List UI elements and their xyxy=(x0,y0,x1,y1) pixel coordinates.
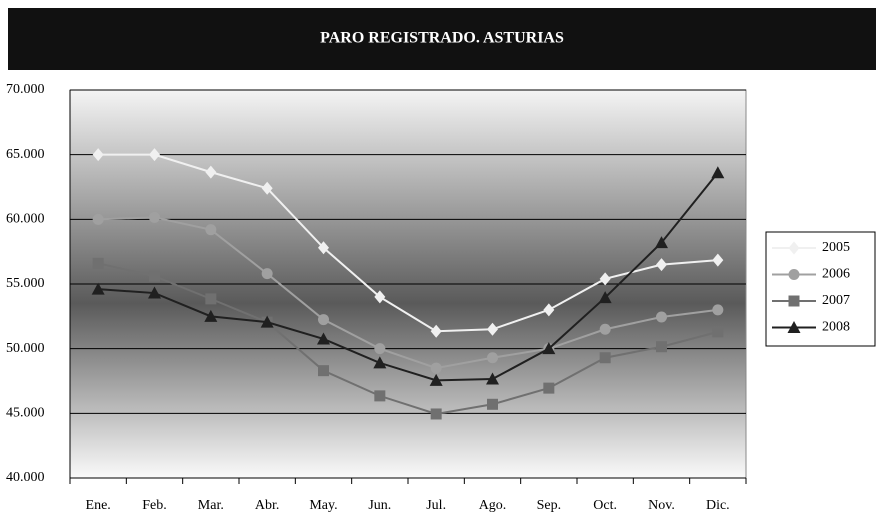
x-tick-label: Abr. xyxy=(255,498,280,513)
marker xyxy=(148,286,161,299)
legend-label: 2008 xyxy=(822,320,850,335)
marker xyxy=(487,352,498,364)
marker xyxy=(543,303,555,317)
series-line xyxy=(97,262,719,416)
x-tick-label: Dic. xyxy=(706,498,730,513)
y-tick-label: 45.000 xyxy=(6,406,45,421)
marker xyxy=(543,382,555,394)
x-tick-label: Feb. xyxy=(142,498,167,513)
marker xyxy=(374,343,386,355)
marker xyxy=(656,311,667,323)
marker xyxy=(711,166,725,179)
y-tick-label: 40.000 xyxy=(6,470,45,485)
legend-label: 2005 xyxy=(822,240,850,255)
marker xyxy=(149,148,160,162)
y-tick-label: 70.000 xyxy=(6,82,45,97)
marker xyxy=(261,268,273,280)
legend xyxy=(765,231,876,347)
marker xyxy=(373,356,387,369)
marker xyxy=(92,148,104,162)
marker xyxy=(599,352,611,364)
marker xyxy=(788,241,800,255)
y-tick-label: 55.000 xyxy=(6,276,45,291)
series-line xyxy=(98,153,718,333)
marker xyxy=(374,390,386,402)
marker xyxy=(205,165,217,179)
marker xyxy=(318,365,329,377)
y-tick-label: 65.000 xyxy=(6,147,45,162)
marker xyxy=(430,362,442,374)
legend-label: 2007 xyxy=(822,293,850,308)
marker xyxy=(318,314,329,326)
marker xyxy=(655,236,668,249)
marker xyxy=(712,304,724,316)
marker xyxy=(91,282,105,295)
marker xyxy=(599,272,611,286)
marker xyxy=(149,211,160,223)
marker xyxy=(92,213,104,225)
x-tick-label: Oct. xyxy=(593,498,617,513)
marker xyxy=(712,326,724,338)
series-line xyxy=(98,216,718,370)
marker xyxy=(486,372,499,385)
marker xyxy=(430,408,442,420)
marker xyxy=(487,322,498,336)
marker xyxy=(317,332,330,345)
chart-title: PARO REGISTRADO. ASTURIAS xyxy=(320,30,564,47)
marker xyxy=(598,291,612,304)
marker xyxy=(92,257,104,269)
marker xyxy=(656,341,667,353)
marker xyxy=(487,398,498,410)
x-tick-label: Ago. xyxy=(479,498,507,513)
x-tick-label: Jun. xyxy=(368,498,391,513)
marker xyxy=(149,270,160,282)
x-tick-label: May. xyxy=(309,498,337,513)
marker xyxy=(205,224,217,236)
y-tick-label: 60.000 xyxy=(6,212,45,227)
marker xyxy=(599,323,611,335)
series-line xyxy=(98,172,719,382)
x-tick-label: Ene. xyxy=(86,498,111,513)
marker xyxy=(204,309,218,322)
marker xyxy=(542,342,556,355)
x-tick-label: Nov. xyxy=(648,498,675,513)
x-tick-label: Jul. xyxy=(426,498,446,513)
marker xyxy=(656,258,667,272)
x-tick-label: Sep. xyxy=(537,498,562,513)
marker xyxy=(318,241,329,255)
y-tick-label: 50.000 xyxy=(6,341,45,356)
marker xyxy=(787,321,801,333)
marker xyxy=(712,253,724,267)
x-tick-label: Mar. xyxy=(198,498,224,513)
title-bar xyxy=(8,8,876,70)
legend-label: 2006 xyxy=(822,267,850,282)
marker xyxy=(374,290,386,304)
marker xyxy=(430,324,442,338)
marker xyxy=(429,373,443,386)
marker xyxy=(788,269,800,280)
marker xyxy=(261,181,273,195)
marker xyxy=(788,295,800,307)
marker xyxy=(205,293,217,305)
marker xyxy=(260,315,274,328)
